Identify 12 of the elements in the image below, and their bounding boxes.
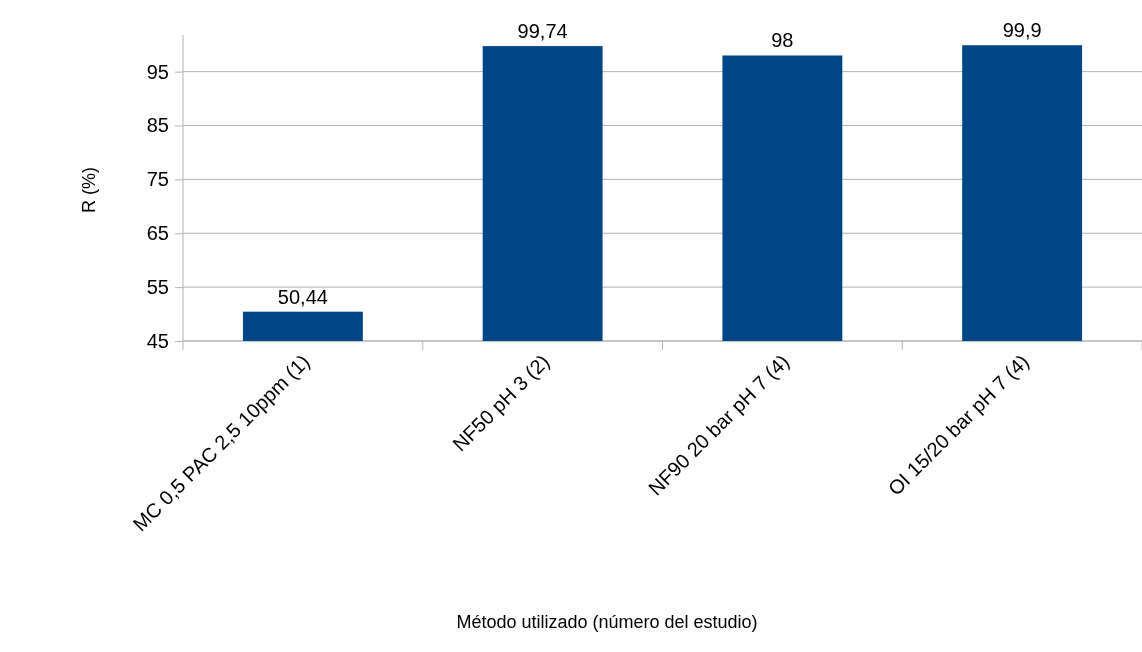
y-tick-label: 65 bbox=[146, 222, 169, 245]
y-tick-label: 45 bbox=[146, 329, 169, 352]
x-axis-title: Método utilizado (número del estudio) bbox=[456, 612, 758, 632]
data-label: 99,9 bbox=[1002, 19, 1042, 42]
data-label: 50,44 bbox=[277, 285, 328, 308]
data-label: 98 bbox=[771, 29, 794, 52]
y-tick-label: 95 bbox=[146, 60, 169, 83]
y-tick-label: 55 bbox=[146, 276, 169, 299]
y-axis-title: R (%) bbox=[79, 167, 99, 213]
y-tick-label: 85 bbox=[146, 114, 169, 137]
data-label: 99,74 bbox=[517, 20, 568, 43]
y-tick-label: 75 bbox=[146, 168, 169, 191]
